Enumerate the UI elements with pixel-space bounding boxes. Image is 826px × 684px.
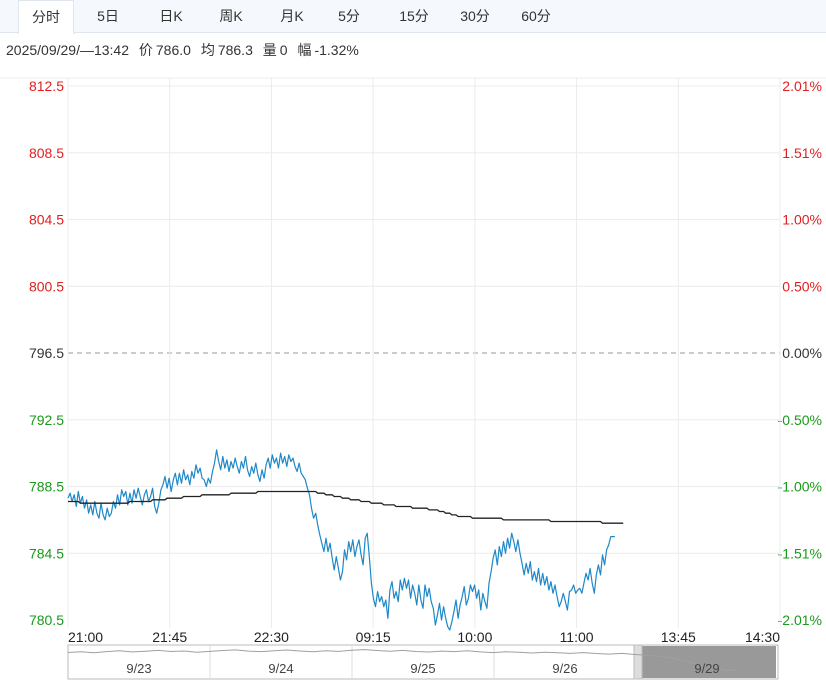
navigator-line: [67, 649, 739, 671]
tab-3[interactable]: 日K: [159, 8, 183, 24]
x-tick-label: 10:00: [457, 629, 492, 645]
y-tick-label-left: 796.5: [29, 345, 64, 361]
y-tick-label-right: 2.01%: [782, 78, 822, 94]
navigator-day-label: 9/24: [268, 661, 293, 676]
x-tick-label: 14:30: [745, 629, 780, 645]
tab-9[interactable]: 60分: [521, 8, 551, 24]
y-tick-label-left: 788.5: [29, 479, 64, 495]
info-avg: 786.3: [217, 42, 253, 58]
x-tick-label: 21:00: [68, 629, 103, 645]
tab-8[interactable]: 30分: [460, 8, 490, 24]
tab-6[interactable]: 5分: [338, 8, 360, 24]
x-tick-label: 11:00: [560, 629, 594, 645]
y-tick-label-right: 1.00%: [782, 212, 822, 228]
price-line: [67, 449, 615, 631]
info-price-label: 价: [138, 42, 153, 58]
y-tick-label-right: -1.51%: [778, 545, 822, 561]
navigator-selected-range: [638, 646, 776, 678]
info-datetime: 2025/09/29/—13:42: [6, 42, 129, 58]
navigator-day-label: 9/23: [126, 661, 151, 676]
info-change-label: 幅: [297, 42, 312, 58]
info-volume: 0: [279, 42, 288, 58]
info-price: 786.0: [155, 42, 191, 58]
average-price-line: [68, 490, 624, 524]
navigator-day-label: 9/26: [552, 661, 577, 676]
info-change: -1.32%: [314, 42, 359, 58]
x-tick-label: 09:15: [356, 629, 391, 645]
y-tick-label-right: -2.01%: [778, 612, 822, 628]
x-tick-label: 21:45: [152, 629, 187, 645]
tab-4[interactable]: 周K: [219, 8, 243, 24]
y-tick-label-right: -1.00%: [778, 479, 822, 495]
tab-2[interactable]: 5日: [97, 8, 119, 24]
y-tick-label-left: 804.5: [29, 212, 64, 228]
y-tick-label-right: 0.50%: [782, 278, 822, 294]
navigator-day-label: 9/25: [410, 661, 435, 676]
x-tick-label: 22:30: [254, 629, 289, 645]
y-tick-label-left: 780.5: [29, 612, 64, 628]
tab-5[interactable]: 月K: [280, 8, 304, 24]
info-volume-label: 量: [262, 42, 277, 58]
y-tick-label-right: 0.00%: [782, 345, 822, 361]
x-tick-label: 13:45: [661, 629, 696, 645]
y-tick-label-left: 792.5: [29, 412, 64, 428]
y-tick-label-left: 784.5: [29, 545, 64, 561]
y-tick-label-left: 800.5: [29, 278, 64, 294]
y-tick-label-right: -0.50%: [778, 412, 822, 428]
info-avg-label: 均: [200, 42, 215, 58]
period-tab-bar: 分时 5日 日K 周K 月K 5分 15分 30分 60分: [0, 0, 826, 34]
navigator-day-label: 9/29: [694, 661, 719, 676]
y-tick-label-left: 808.5: [29, 145, 64, 161]
tab-1[interactable]: 分时: [18, 0, 74, 34]
y-tick-label-right: 1.51%: [782, 145, 822, 161]
navigator-left-handle: [633, 644, 643, 680]
y-tick-label-left: 812.5: [29, 78, 64, 94]
tab-7[interactable]: 15分: [399, 8, 429, 24]
